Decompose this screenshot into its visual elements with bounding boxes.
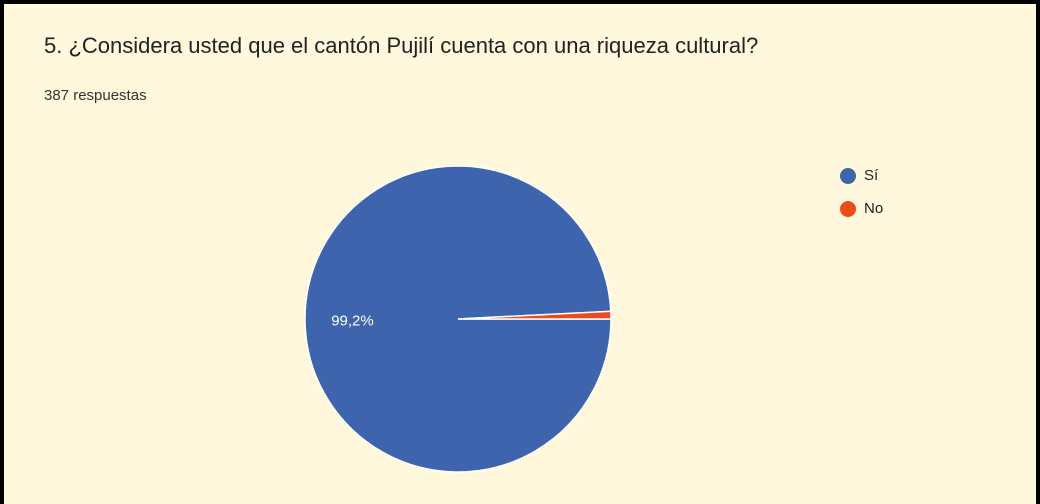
legend-swatch [840,168,856,184]
legend-label: No [864,200,883,217]
slice-label: 99,2% [331,313,374,330]
legend-label: Sí [864,167,879,184]
chart-subtitle: 387 respuestas [44,87,147,104]
chart-title: 5. ¿Considera usted que el cantón Pujilí… [44,33,758,58]
legend-swatch [840,201,856,217]
pie-slice [457,310,612,320]
